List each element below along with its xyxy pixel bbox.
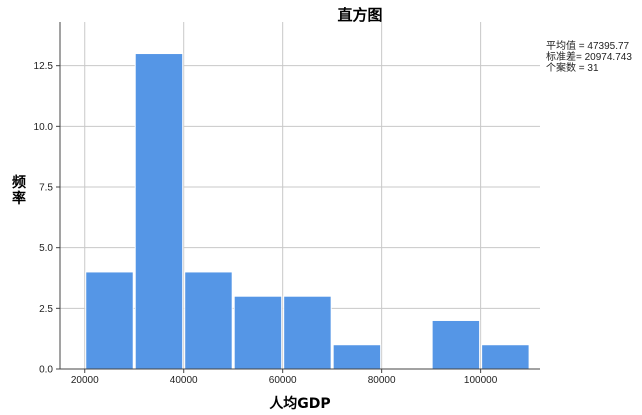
bars <box>85 53 530 370</box>
histogram-bar <box>184 271 233 370</box>
tick-labels: 0.0 2.5 5.0 7.5 10.0 12.5 20000 40000 60000 80000… <box>34 61 498 386</box>
y-axis-title-char: 率 <box>12 190 26 207</box>
histogram-bar <box>481 344 530 370</box>
stats-legend: 平均值 = 47395.77 标准差= 20974.743 个案数 = 31 <box>546 39 632 74</box>
stat-mean: 平均值 = 47395.77 <box>546 39 630 52</box>
x-tick-label: 60000 <box>269 375 297 386</box>
histogram-bar <box>134 53 184 370</box>
y-tick-label: 0.0 <box>39 365 53 376</box>
histogram-bar <box>431 319 481 370</box>
x-axis-title: 人均GDP <box>269 395 330 412</box>
histogram-bar <box>332 344 382 370</box>
x-tick-label: 20000 <box>71 375 99 386</box>
stat-count: 个案数 = 31 <box>546 61 599 74</box>
histogram-bar <box>233 295 283 370</box>
y-tick-label: 10.0 <box>34 122 54 133</box>
x-tick-label: 40000 <box>170 375 198 386</box>
y-axis-title: 频率 <box>12 174 26 207</box>
chart-title: 直方图 <box>337 6 382 24</box>
x-tick-label: 80000 <box>368 375 396 386</box>
y-tick-label: 7.5 <box>39 183 53 194</box>
histogram-bar <box>85 271 134 370</box>
y-axis-title-char: 频 <box>12 174 26 191</box>
y-tick-label: 12.5 <box>34 61 54 72</box>
axes <box>56 22 540 373</box>
y-tick-label: 2.5 <box>39 304 53 315</box>
stat-std-dev: 标准差= 20974.743 <box>546 50 632 63</box>
y-tick-label: 5.0 <box>39 243 53 254</box>
x-tick-label: 100000 <box>464 375 498 386</box>
histogram-bar <box>283 295 332 370</box>
